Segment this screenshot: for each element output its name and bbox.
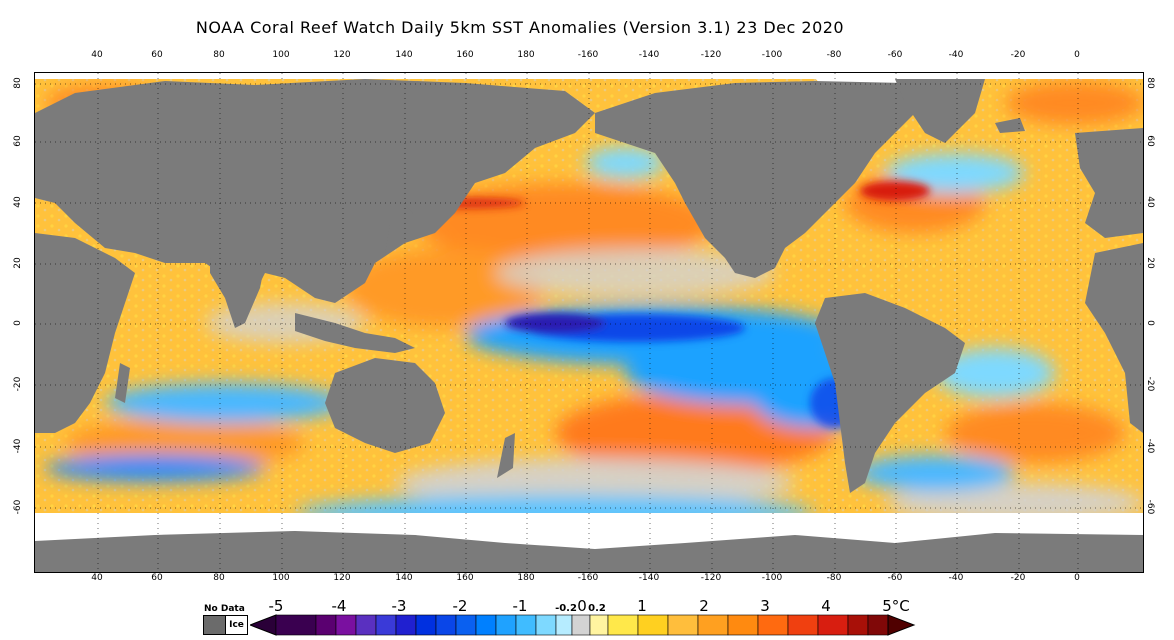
lat-tick-right: 20 [1145,257,1155,269]
graticule [35,73,1143,572]
lon-tick-bottom: -120 [700,573,722,583]
no-data-swatch [203,615,226,635]
lat-tick-left: 0 [13,320,23,326]
land-new-zealand [497,433,515,478]
color-scale-bar [250,614,916,636]
lon-tick-bottom: 60 [151,573,163,583]
lon-tick-bottom: 180 [517,573,535,583]
lon-tick-top: -160 [577,50,599,60]
lon-tick-bottom: -100 [761,573,783,583]
lat-tick-left: -20 [13,376,23,392]
colorbar-left-arrow [250,614,277,636]
lon-tick-top: -140 [638,50,660,60]
lon-tick-bottom: -40 [948,573,964,583]
colorbar-right-arrow [887,614,916,636]
land-africa-west-edge [1085,243,1143,433]
lon-tick-bottom: -60 [887,573,903,583]
land-india [210,258,265,328]
colorbar-label: -0.2 [555,603,577,614]
lon-tick-top: -80 [826,50,842,60]
land-europe-west [1075,128,1143,238]
lat-tick-right: 80 [1145,77,1155,89]
land-indonesia [295,313,415,353]
lat-tick-left: 20 [13,257,23,269]
land-africa [35,233,135,433]
colorbar-label: -4 [331,597,347,615]
lat-tick-left: 40 [13,196,23,208]
lat-tick-right: 60 [1145,135,1155,147]
lon-tick-bottom: 160 [456,573,474,583]
lon-tick-top: 160 [456,50,474,60]
lon-tick-top: -60 [887,50,903,60]
colorbar-label: 2 [699,597,709,615]
land-antarctica [35,531,1143,572]
colorbar-label: -3 [391,597,407,615]
colorbar-label: -2 [452,597,468,615]
lon-tick-top: -100 [761,50,783,60]
lon-tick-bottom: 0 [1074,573,1080,583]
ice-swatch: Ice [225,615,248,635]
colorbar-label: 1 [637,597,647,615]
colorbar-label: 3 [760,597,770,615]
lon-tick-top: -20 [1010,50,1026,60]
arctic-ice [35,73,1143,79]
colorbar-label: 4 [821,597,831,615]
land-masses [35,79,1143,572]
colorbar-label: -1 [512,597,528,615]
lat-tick-left: -40 [13,438,23,454]
lon-tick-top: 140 [395,50,413,60]
lon-tick-bottom: 120 [333,573,351,583]
colorbar-label: 0.2 [588,603,606,614]
lon-tick-top: 60 [151,50,163,60]
lon-tick-top: -120 [700,50,722,60]
lon-tick-bottom: 140 [395,573,413,583]
map-title: NOAA Coral Reef Watch Daily 5km SST Anom… [195,18,845,37]
lon-tick-top: 80 [213,50,225,60]
lat-tick-left: 60 [13,135,23,147]
land-eurasia [35,79,595,303]
lon-tick-top: -40 [948,50,964,60]
colorbar-label: 0 [577,597,587,615]
lon-tick-bottom: -140 [638,573,660,583]
lon-tick-top: 40 [91,50,103,60]
lon-tick-bottom: -20 [1010,573,1026,583]
land-south-america [815,293,965,493]
colorbar-segments [275,614,889,636]
land-north-america [595,81,915,278]
lon-tick-bottom: 100 [272,573,290,583]
lon-tick-bottom: 80 [213,573,225,583]
lat-tick-right: 0 [1145,320,1155,326]
lon-tick-top: 100 [272,50,290,60]
lon-tick-bottom: 40 [91,573,103,583]
lat-tick-right: -20 [1145,376,1155,392]
land-australia [325,358,445,453]
lat-tick-left: -60 [13,499,23,515]
colorbar-label: -5 [268,597,284,615]
lat-tick-right: 40 [1145,196,1155,208]
lat-tick-left: 80 [13,77,23,89]
lat-tick-right: -60 [1145,499,1155,515]
lon-tick-top: 120 [333,50,351,60]
land-madagascar [115,363,130,403]
lat-tick-right: -40 [1145,438,1155,454]
lon-tick-bottom: -160 [577,573,599,583]
land-iceland [995,118,1025,133]
colorbar-label: 5°C [882,597,910,615]
land-japan [385,203,413,253]
no-data-label: No Data [204,604,245,614]
lon-tick-top: 0 [1074,50,1080,60]
sst-anomaly-map[interactable] [34,72,1144,573]
land-greenland [895,79,985,143]
lon-tick-top: 180 [517,50,535,60]
lon-tick-bottom: -80 [826,573,842,583]
